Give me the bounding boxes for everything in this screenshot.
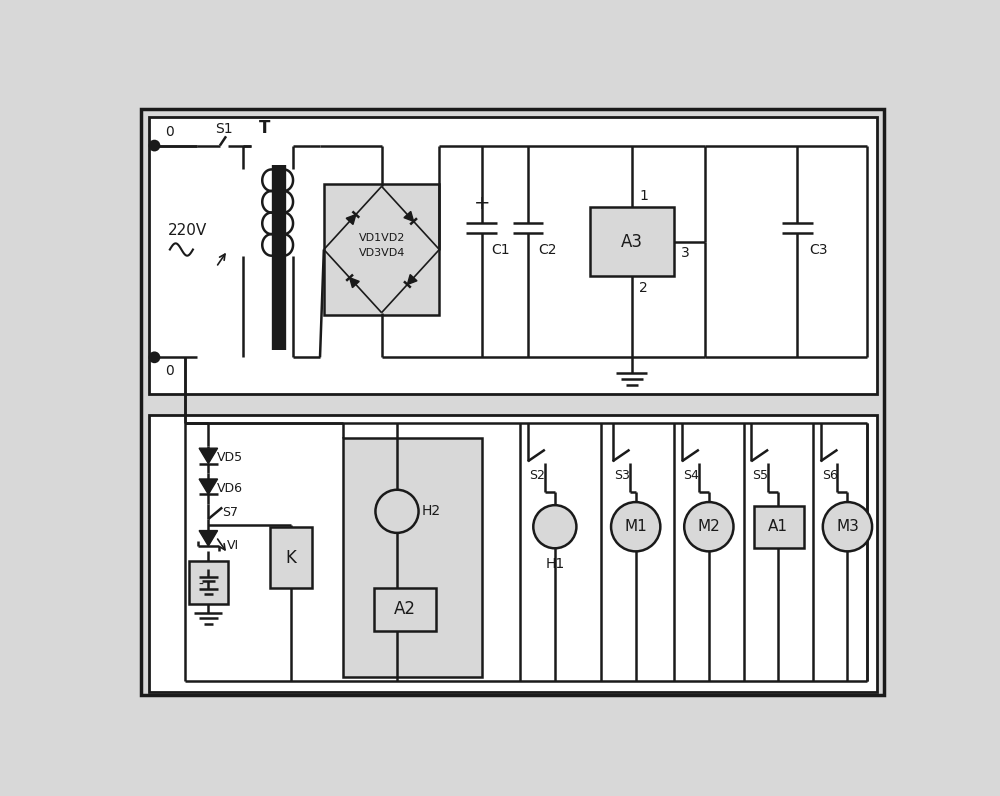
Bar (149, 415, 877, 693)
Text: VD3VD4: VD3VD4 (358, 248, 405, 259)
Circle shape (823, 502, 872, 552)
Text: S2: S2 (529, 469, 545, 482)
Circle shape (150, 353, 159, 362)
Bar (374, 588, 436, 630)
Text: 1: 1 (639, 189, 648, 203)
Text: S4: S4 (683, 469, 699, 482)
Text: 2: 2 (639, 281, 648, 295)
Circle shape (684, 502, 733, 552)
Text: C2: C2 (538, 243, 556, 256)
Text: VD1VD2: VD1VD2 (358, 233, 405, 243)
Text: S3: S3 (614, 469, 630, 482)
Text: A1: A1 (768, 519, 788, 534)
Bar (754, 506, 804, 548)
Bar (324, 184, 439, 315)
Text: A3: A3 (621, 232, 643, 251)
Bar (149, 117, 877, 394)
Text: C3: C3 (810, 243, 828, 256)
Polygon shape (407, 275, 417, 284)
Text: 0: 0 (165, 365, 174, 378)
Text: 3: 3 (681, 247, 690, 260)
Circle shape (611, 502, 660, 552)
Text: +: + (473, 193, 490, 213)
Text: 0: 0 (165, 125, 174, 139)
Polygon shape (404, 212, 414, 221)
Text: S5: S5 (752, 469, 768, 482)
Text: VD5: VD5 (217, 451, 243, 464)
Text: VD6: VD6 (217, 482, 243, 495)
Text: S1: S1 (215, 122, 233, 135)
Text: S6: S6 (822, 469, 838, 482)
Bar (343, 438, 482, 677)
Text: A2: A2 (394, 600, 416, 618)
Circle shape (533, 505, 576, 548)
Text: M3: M3 (836, 519, 859, 534)
Text: C1: C1 (492, 243, 510, 256)
Text: VI: VI (227, 540, 239, 552)
Text: M1: M1 (624, 519, 647, 534)
Bar (189, 561, 228, 603)
Circle shape (375, 490, 419, 533)
Bar (590, 207, 674, 276)
Polygon shape (346, 215, 356, 224)
Bar (270, 527, 312, 588)
Text: T: T (259, 119, 270, 137)
Text: 220V: 220V (168, 223, 207, 238)
Text: K: K (286, 548, 297, 567)
Polygon shape (199, 479, 218, 494)
Text: H1: H1 (545, 556, 564, 571)
Text: H2: H2 (422, 505, 441, 518)
Polygon shape (350, 278, 359, 287)
Text: M2: M2 (697, 519, 720, 534)
Text: -: - (198, 577, 203, 591)
Polygon shape (199, 448, 218, 463)
Circle shape (150, 141, 159, 150)
Polygon shape (199, 531, 218, 546)
Text: S7: S7 (222, 506, 238, 519)
